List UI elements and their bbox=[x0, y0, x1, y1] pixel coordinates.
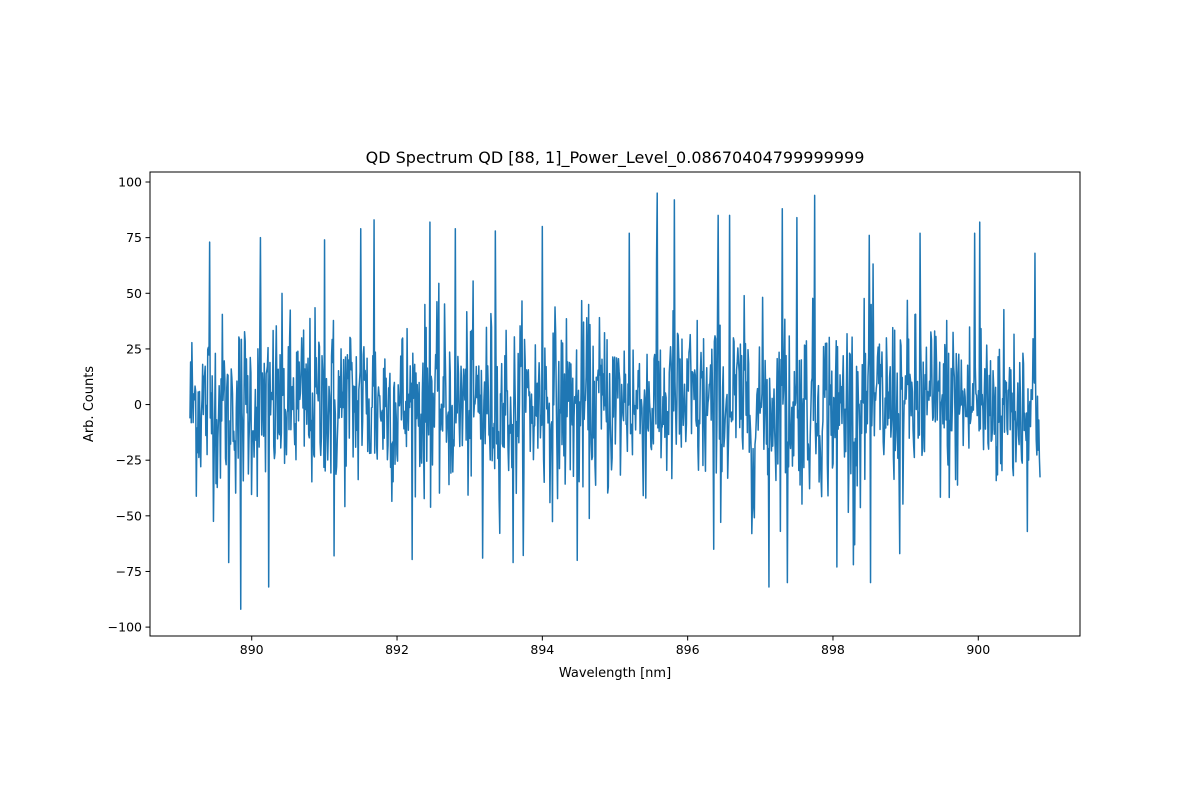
y-tick-label: 75 bbox=[126, 230, 142, 245]
series-line-spectrum bbox=[189, 192, 1041, 611]
chart-title: QD Spectrum QD [88, 1]_Power_Level_0.086… bbox=[366, 148, 865, 168]
y-axis: −100 −75 −50 −25 0 25 50 75 100 bbox=[108, 175, 150, 635]
y-tick-label: 100 bbox=[118, 175, 142, 190]
plot-area bbox=[189, 192, 1041, 611]
x-axis-label: Wavelength [nm] bbox=[559, 666, 671, 681]
x-tick-label: 894 bbox=[530, 642, 554, 657]
x-tick-label: 890 bbox=[240, 642, 264, 657]
x-tick-label: 896 bbox=[676, 642, 700, 657]
x-axis: 890 892 894 896 898 900 bbox=[240, 636, 990, 657]
y-tick-label: −75 bbox=[116, 564, 142, 579]
y-tick-label: 0 bbox=[134, 397, 142, 412]
y-tick-label: −100 bbox=[108, 620, 142, 635]
y-tick-label: 50 bbox=[126, 286, 142, 301]
x-tick-label: 892 bbox=[385, 642, 409, 657]
y-tick-label: 25 bbox=[126, 341, 142, 356]
y-axis-label: Arb. Counts bbox=[82, 366, 97, 442]
x-tick-label: 898 bbox=[821, 642, 845, 657]
x-tick-label: 900 bbox=[966, 642, 990, 657]
plot-frame bbox=[149, 171, 1081, 637]
y-tick-label: −50 bbox=[116, 508, 142, 523]
y-tick-label: −25 bbox=[116, 453, 142, 468]
